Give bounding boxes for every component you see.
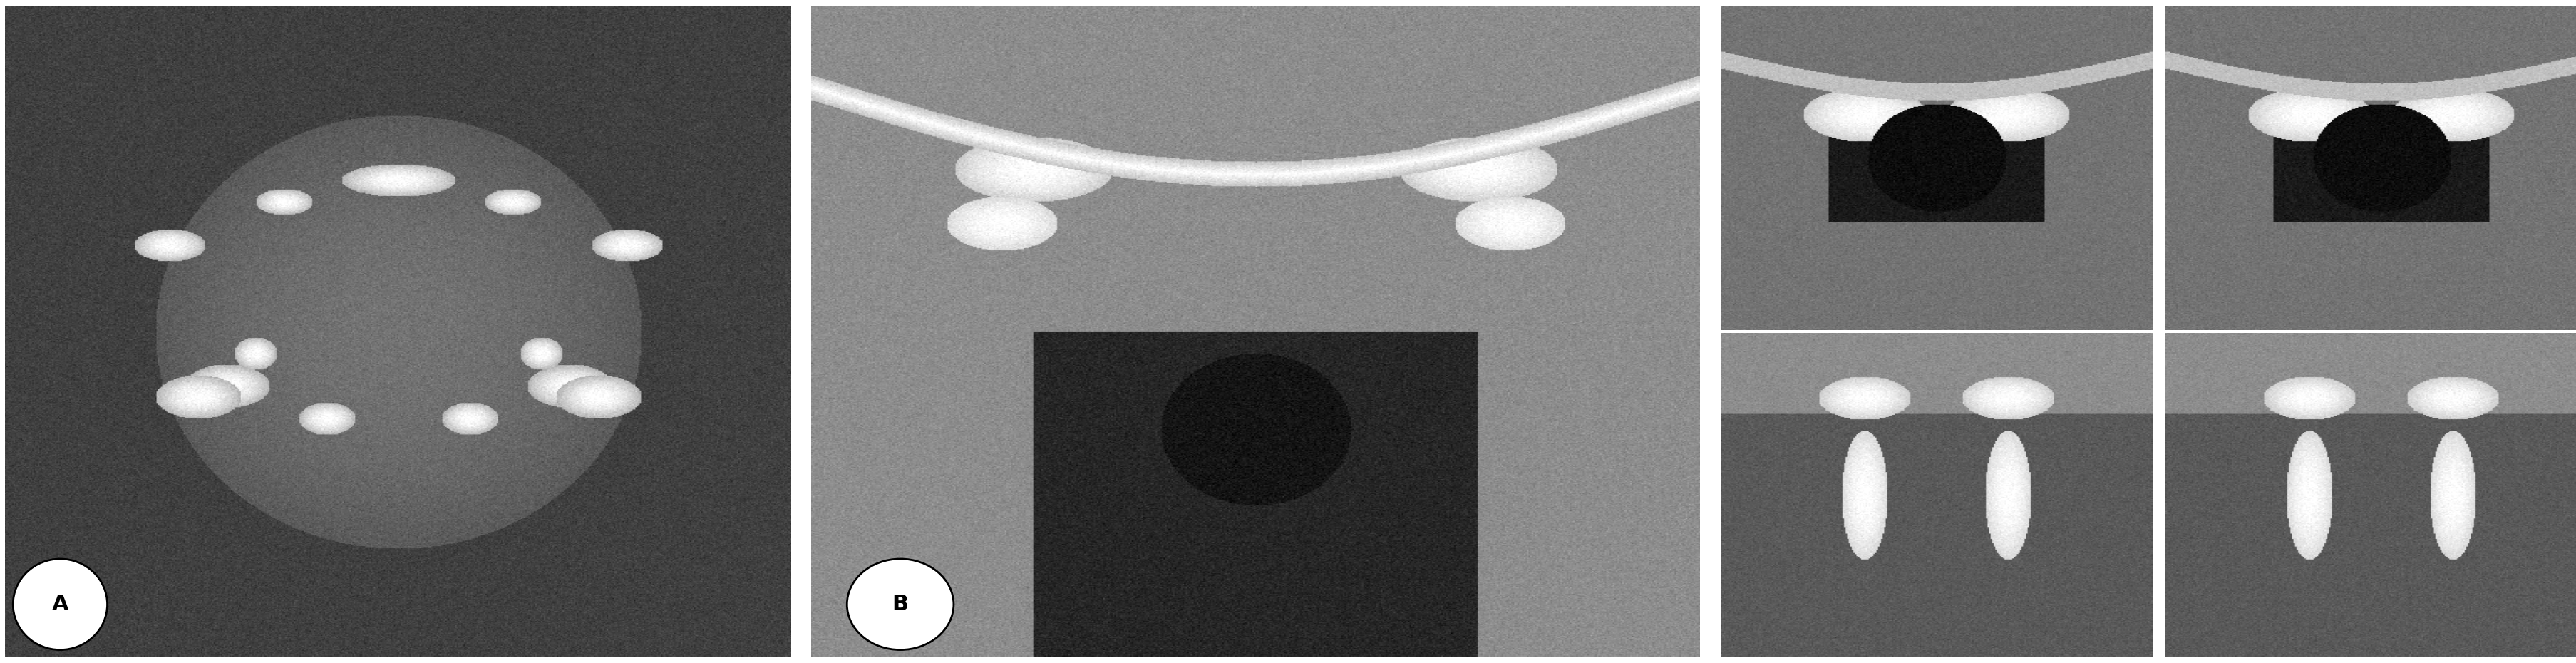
Text: C: C xyxy=(1775,594,1790,615)
Text: B: B xyxy=(891,594,909,615)
Ellipse shape xyxy=(1739,559,1826,650)
Text: A: A xyxy=(52,594,70,615)
Ellipse shape xyxy=(848,559,953,650)
Ellipse shape xyxy=(13,559,108,650)
